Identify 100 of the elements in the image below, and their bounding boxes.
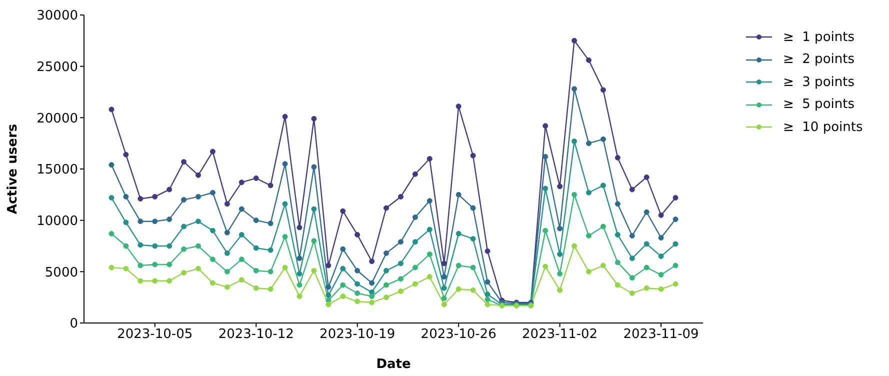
x-tick-label: 2023-11-09 bbox=[623, 327, 699, 342]
point bbox=[210, 190, 216, 196]
point bbox=[268, 220, 274, 226]
point bbox=[238, 232, 244, 238]
point bbox=[672, 194, 678, 200]
point bbox=[600, 262, 606, 268]
point bbox=[572, 243, 578, 249]
point bbox=[166, 243, 172, 249]
point bbox=[470, 205, 476, 211]
point bbox=[456, 230, 462, 236]
point bbox=[296, 282, 302, 288]
point bbox=[557, 226, 563, 232]
y-axis-title: Active users bbox=[6, 124, 21, 214]
point bbox=[282, 161, 288, 167]
point bbox=[384, 268, 390, 274]
point bbox=[152, 218, 158, 224]
point bbox=[138, 196, 144, 202]
point bbox=[484, 296, 490, 302]
point bbox=[586, 57, 592, 63]
point bbox=[326, 262, 332, 268]
point bbox=[369, 258, 375, 264]
point bbox=[629, 232, 635, 238]
point bbox=[108, 230, 114, 236]
point bbox=[629, 186, 635, 192]
point bbox=[181, 246, 187, 252]
point bbox=[108, 106, 114, 112]
point bbox=[398, 260, 404, 266]
point bbox=[152, 243, 158, 249]
point bbox=[629, 256, 635, 262]
point bbox=[224, 250, 230, 256]
point bbox=[644, 264, 650, 270]
point bbox=[311, 116, 317, 122]
point bbox=[644, 241, 650, 247]
point bbox=[557, 251, 563, 257]
point bbox=[181, 270, 187, 276]
point bbox=[470, 152, 476, 158]
point bbox=[426, 198, 432, 204]
point bbox=[600, 182, 606, 188]
point bbox=[384, 294, 390, 300]
point bbox=[354, 232, 360, 238]
point bbox=[398, 239, 404, 245]
point bbox=[484, 302, 490, 308]
y-tick-label: 30000 bbox=[36, 8, 78, 24]
point bbox=[658, 272, 664, 278]
point bbox=[253, 218, 259, 224]
point bbox=[369, 280, 375, 286]
point bbox=[614, 154, 620, 160]
point bbox=[138, 218, 144, 224]
point bbox=[268, 268, 274, 274]
point bbox=[238, 277, 244, 283]
point bbox=[484, 279, 490, 285]
y-tick-label: 10000 bbox=[36, 214, 78, 229]
point bbox=[311, 206, 317, 212]
point bbox=[253, 245, 259, 251]
point bbox=[340, 246, 346, 252]
y-tick-label: 5000 bbox=[44, 265, 78, 280]
point bbox=[354, 268, 360, 274]
point bbox=[354, 281, 360, 287]
point bbox=[282, 201, 288, 207]
point bbox=[166, 216, 172, 222]
legend-label: ≥ 2 points bbox=[783, 52, 854, 68]
point bbox=[296, 270, 302, 276]
point bbox=[456, 286, 462, 292]
point bbox=[152, 278, 158, 284]
point bbox=[586, 190, 592, 196]
x-tick-label: 2023-10-19 bbox=[320, 327, 396, 342]
point bbox=[282, 264, 288, 270]
y-tick-label: 0 bbox=[70, 316, 78, 332]
point bbox=[470, 236, 476, 242]
point bbox=[644, 174, 650, 180]
point bbox=[108, 194, 114, 200]
point bbox=[224, 201, 230, 207]
point bbox=[672, 216, 678, 222]
point bbox=[426, 226, 432, 232]
point bbox=[196, 172, 202, 178]
point bbox=[196, 194, 202, 200]
point bbox=[224, 268, 230, 274]
point bbox=[470, 287, 476, 293]
point bbox=[672, 281, 678, 287]
point bbox=[572, 192, 578, 198]
point bbox=[138, 262, 144, 268]
point bbox=[572, 38, 578, 44]
point bbox=[456, 104, 462, 110]
point bbox=[658, 212, 664, 218]
point bbox=[238, 206, 244, 212]
point bbox=[369, 294, 375, 300]
point bbox=[658, 254, 664, 260]
point bbox=[644, 209, 650, 215]
point bbox=[412, 264, 418, 270]
point bbox=[296, 224, 302, 230]
point bbox=[311, 238, 317, 244]
point bbox=[412, 281, 418, 287]
point bbox=[557, 184, 563, 190]
point bbox=[123, 194, 129, 200]
point bbox=[340, 266, 346, 272]
point bbox=[238, 256, 244, 262]
point bbox=[484, 248, 490, 254]
point bbox=[224, 230, 230, 236]
point bbox=[166, 278, 172, 284]
point bbox=[658, 286, 664, 292]
